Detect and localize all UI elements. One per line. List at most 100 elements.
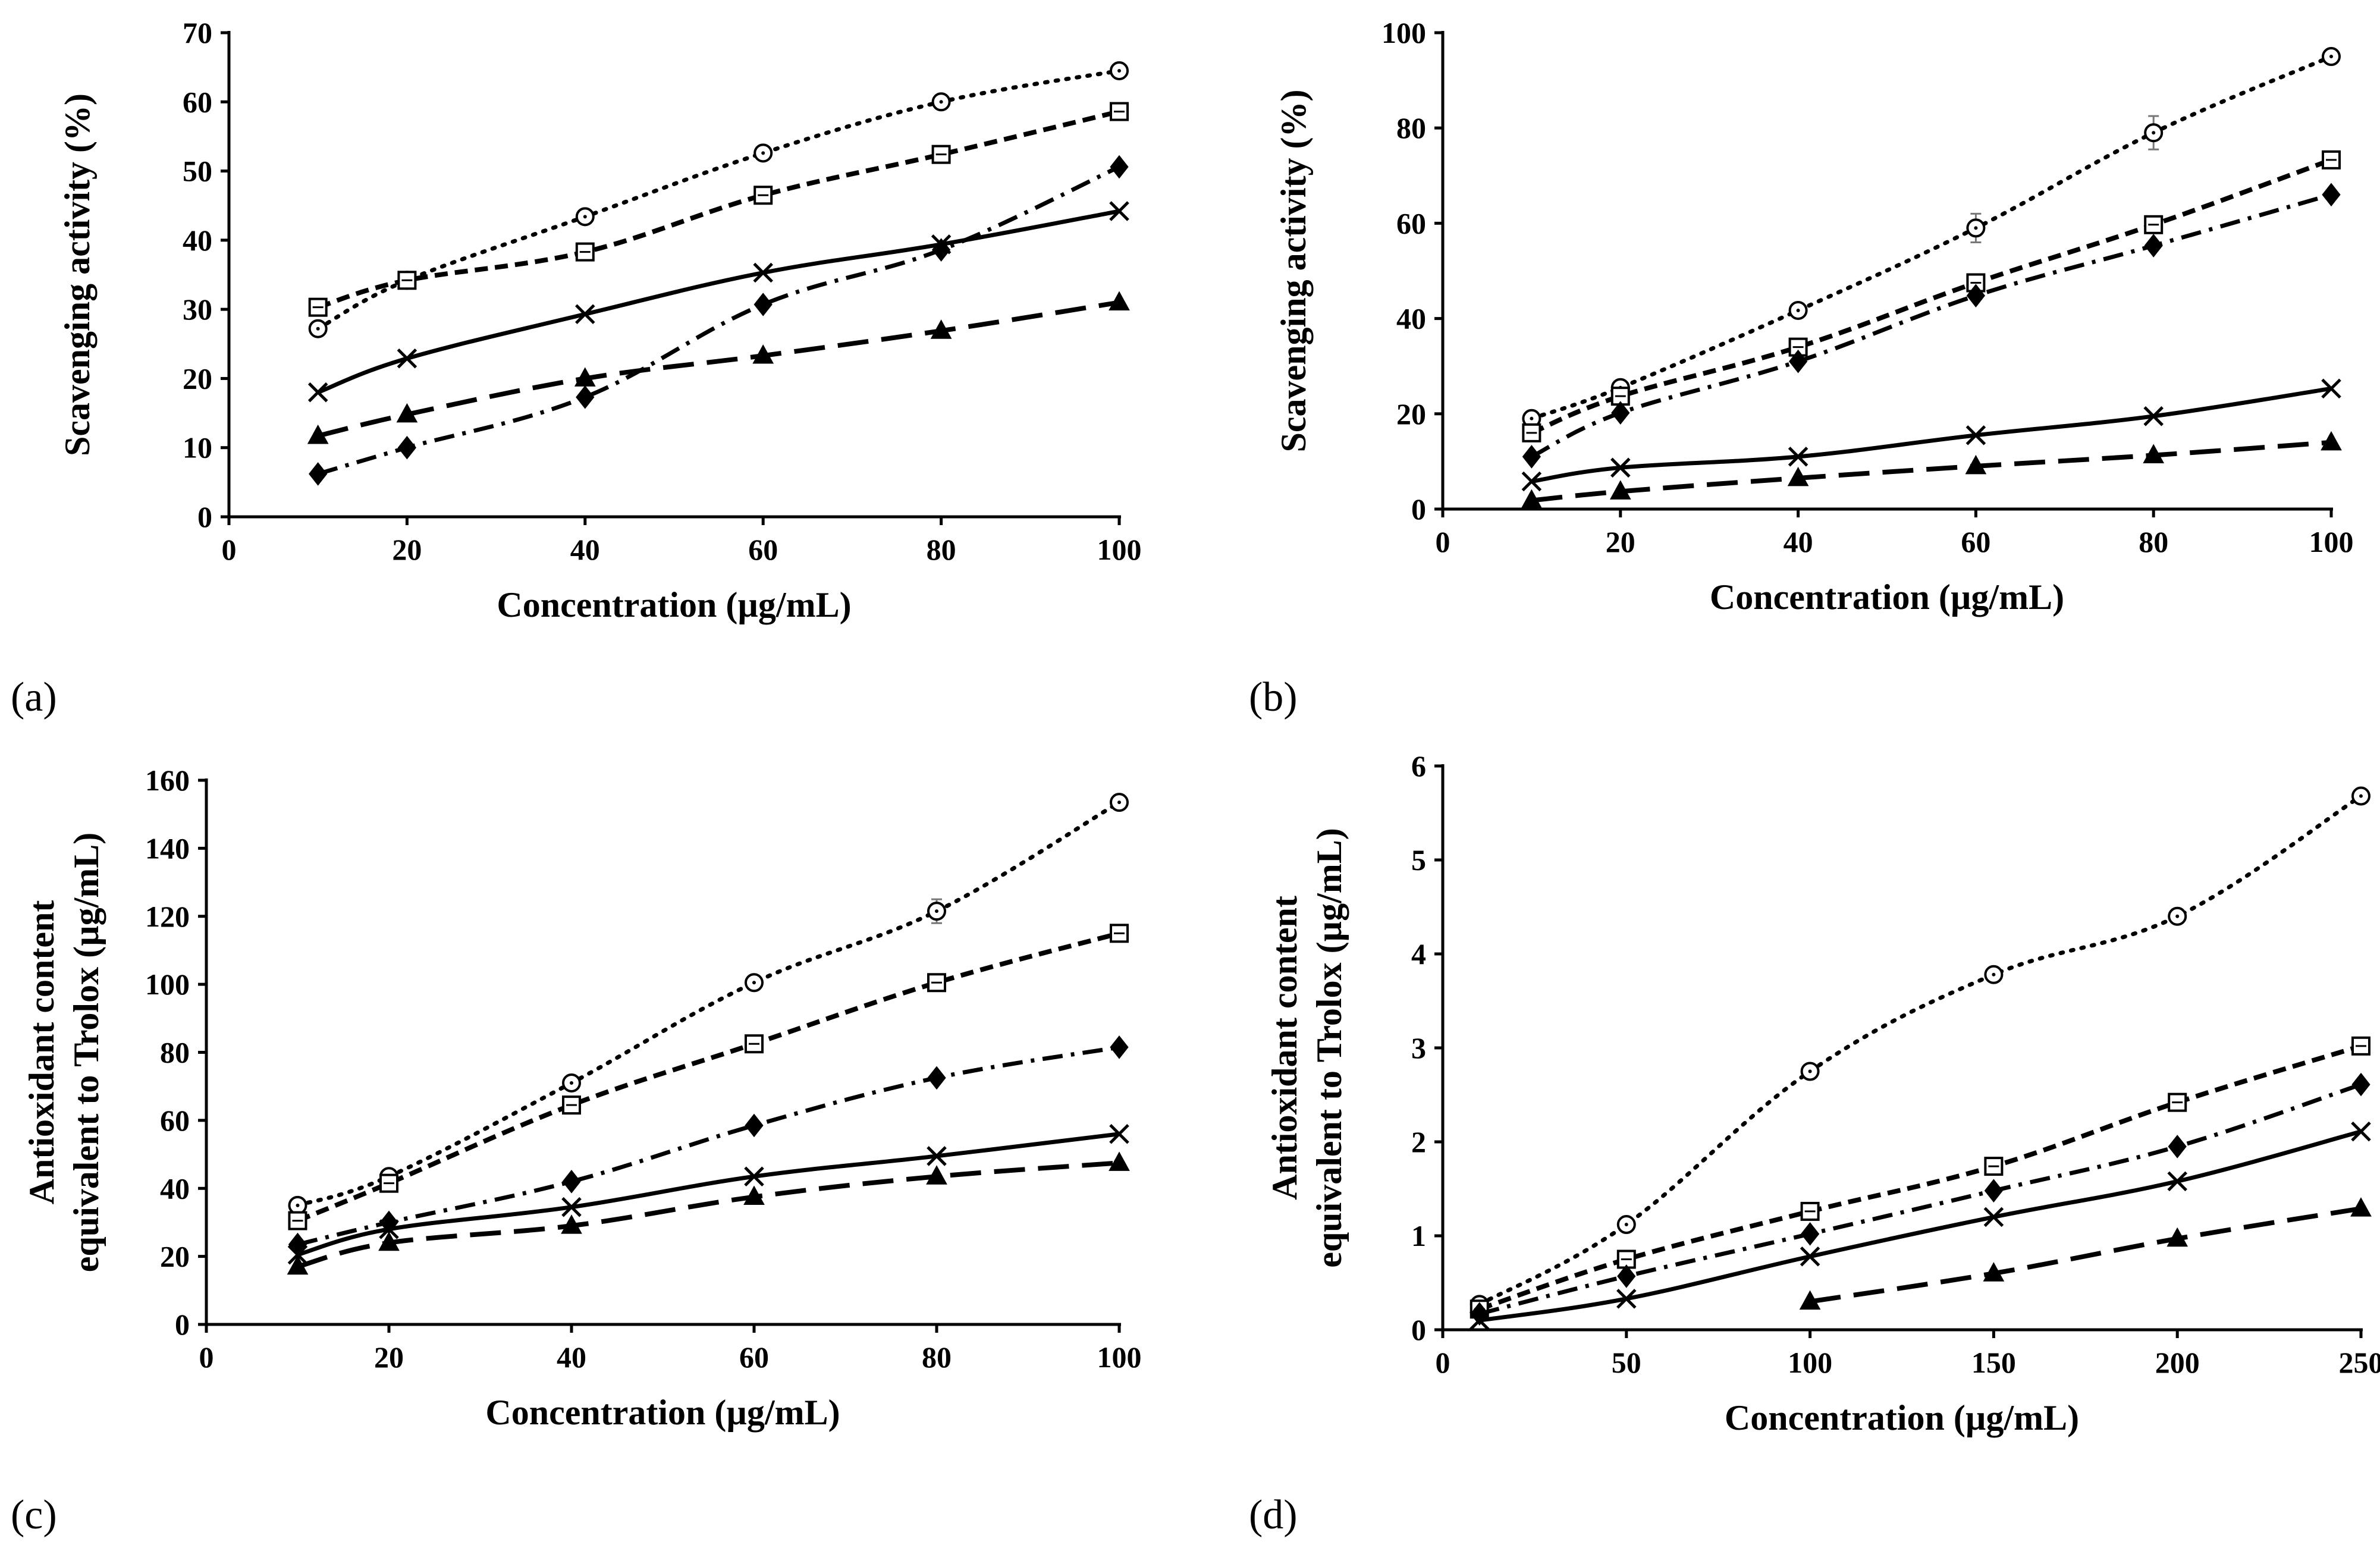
- y-tick-label: 30: [183, 293, 212, 326]
- data-point-triangle: [743, 1185, 765, 1205]
- y-tick-label: 1: [1411, 1219, 1426, 1252]
- panel-label-c: (c): [11, 1492, 57, 1538]
- y-axis-title: equivalent to Trolox (µg/mL): [1310, 828, 1349, 1268]
- x-tick-label: 60: [748, 533, 778, 566]
- x-tick-label: 100: [1788, 1346, 1832, 1379]
- x-tick-label: 20: [392, 533, 422, 566]
- y-tick-label: 50: [183, 155, 212, 188]
- data-point-x: [1610, 457, 1631, 478]
- y-tick-label: 140: [145, 831, 190, 865]
- data-point-diamond: [2168, 1135, 2187, 1158]
- data-point-square-open: [1984, 1157, 2004, 1176]
- data-point-diamond: [1110, 155, 1129, 179]
- series-1: [1522, 47, 2341, 428]
- x-tick-label: 80: [927, 533, 956, 566]
- y-tick-label: 0: [197, 500, 212, 533]
- data-point-triangle: [1799, 1290, 1821, 1310]
- x-tick-label: 0: [1436, 1346, 1450, 1379]
- x-tick-label: 40: [1784, 525, 1813, 558]
- data-point-x: [1469, 1310, 1490, 1330]
- x-axis-title: Concentration (µg/mL): [1725, 1398, 2079, 1437]
- data-point-triangle: [926, 1165, 947, 1185]
- y-tick-label: 120: [145, 900, 190, 933]
- y-tick-label: 10: [183, 431, 212, 464]
- data-point-triangle: [1965, 454, 1987, 475]
- y-tick-label: 0: [1411, 492, 1426, 526]
- x-tick-label: 80: [2139, 525, 2168, 558]
- panel-c: 0 20 40 60 80 100 120 140 160 0 20 40 60 80 100 Concent…: [22, 764, 1142, 1432]
- series-line: [1478, 1082, 2362, 1316]
- data-point-x: [2143, 406, 2164, 426]
- data-point-x: [379, 1219, 399, 1239]
- data-point-x: [753, 262, 773, 283]
- y-tick-label: 60: [1396, 206, 1426, 240]
- data-point-x: [1800, 1246, 1820, 1267]
- data-point-triangle: [396, 403, 418, 423]
- data-point-triangle: [2321, 431, 2342, 451]
- y-tick-label: 60: [160, 1104, 190, 1137]
- data-point-x: [287, 1245, 308, 1265]
- data-point-x: [744, 1166, 764, 1186]
- series-5: [1799, 1197, 2372, 1310]
- x-axis-title: Concentration (µg/mL): [497, 585, 851, 624]
- x-tick-label: 60: [1961, 525, 1990, 558]
- series-line: [296, 931, 1120, 1223]
- y-tick-label: 100: [1381, 16, 1426, 49]
- y-tick-label: 6: [1411, 749, 1426, 783]
- series-line: [1479, 1129, 2362, 1323]
- y-tick-label: 5: [1411, 843, 1426, 877]
- y-tick-label: 160: [145, 764, 190, 797]
- data-point-square-open: [2351, 1036, 2370, 1056]
- y-tick-label: 0: [1411, 1313, 1426, 1346]
- data-point-x: [2321, 378, 2341, 399]
- data-point-triangle: [752, 344, 774, 364]
- x-tick-label: 100: [1097, 533, 1142, 566]
- y-tick-label: 80: [160, 1036, 190, 1069]
- data-point-diamond: [1611, 401, 1630, 425]
- series-line: [317, 209, 1120, 394]
- y-tick-label: 20: [1396, 397, 1426, 431]
- data-point-diamond: [2322, 183, 2341, 207]
- y-tick-label: 4: [1411, 937, 1426, 971]
- y-tick-label: 70: [183, 16, 212, 49]
- data-point-triangle: [1109, 1151, 1130, 1171]
- data-point-diamond: [1800, 1222, 1820, 1246]
- data-point-x: [1616, 1289, 1637, 1309]
- data-point-diamond: [927, 1066, 946, 1090]
- data-point-x: [1788, 447, 1808, 467]
- x-tick-label: 100: [1097, 1340, 1142, 1374]
- data-point-x: [927, 1146, 947, 1166]
- data-point-triangle: [378, 1231, 400, 1251]
- series-line: [297, 1045, 1120, 1247]
- x-tick-label: 0: [199, 1340, 214, 1374]
- x-tick-label: 60: [739, 1340, 769, 1374]
- data-point-diamond: [1984, 1179, 2004, 1203]
- series-5: [287, 1151, 1130, 1275]
- series-5: [307, 291, 1130, 444]
- series-4: [287, 1123, 1129, 1265]
- y-tick-label: 20: [160, 1240, 190, 1273]
- panel-a: 0 10 20 30 40 50 60 70 0 20 40 60 80 100 Concentration…: [58, 16, 1142, 624]
- data-point-square-open: [1800, 1201, 1820, 1221]
- series-line: [1531, 439, 2332, 503]
- x-tick-label: 100: [2309, 525, 2354, 558]
- series-1: [288, 793, 1129, 1215]
- data-point-square-open: [308, 297, 328, 317]
- data-point-diamond: [1617, 1264, 1636, 1288]
- y-axis-title: Scavenging activity (%): [58, 93, 97, 456]
- x-tick-label: 20: [1606, 525, 1635, 558]
- x-tick-label: 20: [374, 1340, 404, 1374]
- series-2: [288, 924, 1129, 1230]
- panel-label-b: (b): [1249, 674, 1298, 720]
- data-point-x: [397, 348, 417, 369]
- y-tick-label: 20: [183, 362, 212, 395]
- data-point-triangle: [2143, 444, 2165, 463]
- data-point-diamond: [309, 462, 328, 486]
- data-point-x: [575, 304, 595, 325]
- series-line: [317, 165, 1120, 476]
- y-tick-label: 0: [175, 1308, 190, 1341]
- series-3: [1522, 183, 2341, 469]
- data-point-x: [1521, 471, 1542, 492]
- data-point-x: [1109, 201, 1129, 221]
- series-5: [1521, 431, 2342, 509]
